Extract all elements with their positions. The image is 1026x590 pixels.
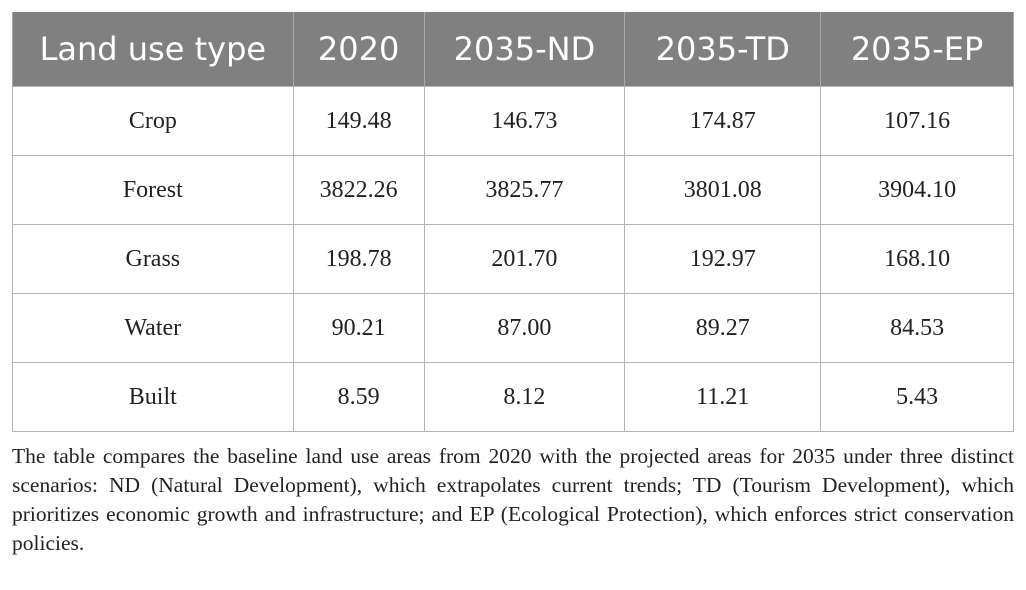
- table-cell: 107.16: [820, 86, 1014, 156]
- table-cell: 3801.08: [624, 155, 822, 225]
- table-cell: 149.48: [292, 86, 425, 156]
- table-cell: 8.59: [292, 362, 425, 432]
- table-cell: 90.21: [292, 293, 425, 363]
- table-row: Crop 149.48 146.73 174.87 107.16: [12, 86, 1014, 156]
- table-row: Grass 198.78 201.70 192.97 168.10: [12, 224, 1014, 294]
- table-cell: Crop: [12, 86, 294, 156]
- table-cell: 3822.26: [292, 155, 425, 225]
- table-cell: 87.00: [423, 293, 626, 363]
- header-row: Land use type 2020 2035-ND 2035-TD 2035-EP: [12, 12, 1014, 87]
- header-cell: 2035-ND: [423, 12, 626, 87]
- header-cell: 2035-TD: [624, 12, 822, 87]
- table-cell: Forest: [12, 155, 294, 225]
- table-cell: 89.27: [624, 293, 822, 363]
- header-cell: Land use type: [12, 12, 294, 87]
- table-cell: 3904.10: [820, 155, 1014, 225]
- table-cell: 146.73: [423, 86, 626, 156]
- table-cell: 201.70: [423, 224, 626, 294]
- table-cell: Built: [12, 362, 294, 432]
- table-row: Forest 3822.26 3825.77 3801.08 3904.10: [12, 155, 1014, 225]
- table-row: Water 90.21 87.00 89.27 84.53: [12, 293, 1014, 363]
- table-cell: 11.21: [624, 362, 822, 432]
- caption: The table compares the baseline land use…: [12, 444, 1014, 555]
- table-cell: 198.78: [292, 224, 425, 294]
- header-cell: 2035-EP: [820, 12, 1014, 87]
- table-cell: Water: [12, 293, 294, 363]
- header-cell: 2020: [292, 12, 425, 87]
- table-cell: 84.53: [820, 293, 1014, 363]
- table-cell: 168.10: [820, 224, 1014, 294]
- table-cell: 174.87: [624, 86, 822, 156]
- table-cell: 8.12: [423, 362, 626, 432]
- table-row: Built 8.59 8.12 11.21 5.43: [12, 362, 1014, 432]
- table-body: Crop 149.48 146.73 174.87 107.16 Forest 3822.2…: [12, 86, 1014, 432]
- table-cell: 192.97: [624, 224, 822, 294]
- data-table: Land use type 2020 2035-ND 2035-TD 2035-EP C…: [12, 12, 1014, 432]
- table-cell: 5.43: [820, 362, 1014, 432]
- table-cell: 3825.77: [423, 155, 626, 225]
- table-cell: Grass: [12, 224, 294, 294]
